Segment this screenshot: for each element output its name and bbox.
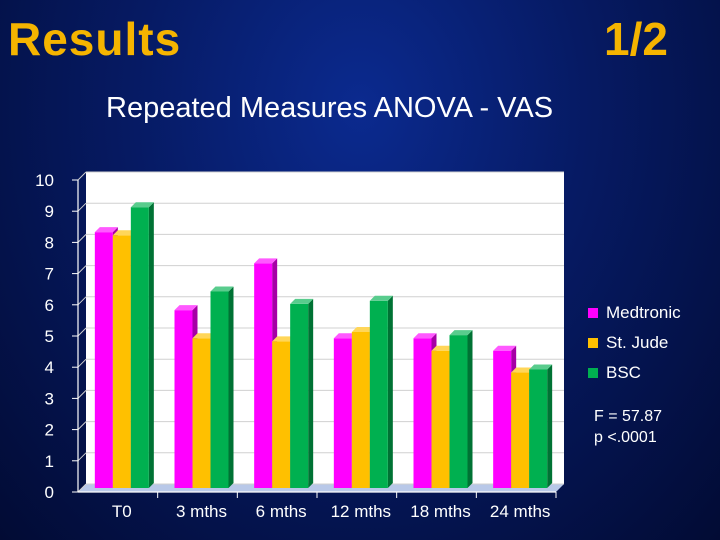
bar-top-bsc (210, 286, 234, 292)
bar-medtronic (493, 350, 512, 488)
slide-page-number: 1/2 (604, 13, 668, 65)
y-tick-label: 2 (45, 421, 54, 440)
slide-title: Results (8, 13, 182, 65)
bar-side-bsc (387, 295, 393, 488)
bar-bsc (290, 303, 309, 488)
legend-item-medtronic: Medtronic (588, 298, 681, 328)
chart-subtitle: Repeated Measures ANOVA - VAS (106, 92, 554, 124)
gridline-depth (77, 421, 87, 430)
bar-top-st-jude (272, 336, 296, 342)
bar-medtronic (333, 338, 352, 488)
f-value: F = 57.87 (594, 408, 663, 425)
legend-swatch-bsc (588, 368, 598, 378)
bar-st-jude (351, 332, 370, 488)
p-value: p <.0001 (594, 429, 657, 446)
bar-st-jude (192, 338, 211, 488)
y-tick-label: 8 (45, 233, 54, 252)
x-tick-label: T0 (112, 502, 132, 521)
gridline-depth (77, 483, 87, 493)
bar-top-medtronic (493, 345, 517, 351)
bar-side-bsc (547, 364, 553, 488)
bar-top-st-jude (192, 333, 216, 339)
gridline-depth (77, 296, 87, 306)
y-tick-label: 1 (45, 452, 54, 471)
bar-top-medtronic (254, 258, 278, 264)
bar-top-st-jude (431, 345, 455, 351)
bar-top-bsc (290, 298, 314, 304)
bar-side-bsc (228, 286, 234, 488)
bar-st-jude (272, 341, 291, 488)
gridline-depth (77, 171, 87, 181)
anova-stats: F = 57.87 p <.0001 (594, 406, 662, 448)
y-tick-label: 4 (45, 358, 54, 377)
gridline-depth (77, 202, 87, 212)
x-tick-label: 6 mths (256, 502, 307, 521)
y-tick-label: 7 (45, 265, 54, 284)
gridline-depth (77, 265, 87, 274)
gridline-depth (77, 358, 87, 368)
bar-side-bsc (308, 298, 314, 488)
legend-label-bsc: BSC (606, 363, 641, 382)
bar-medtronic (174, 310, 193, 488)
bar-st-jude (112, 235, 131, 488)
y-tick-label: 9 (45, 202, 54, 221)
bar-medtronic (413, 338, 432, 488)
bar-bsc (449, 335, 468, 488)
bar-bsc (369, 300, 388, 488)
y-tick-label: 5 (45, 327, 54, 346)
bar-st-jude (511, 372, 530, 488)
bar-top-bsc (130, 202, 154, 208)
bar-top-bsc (529, 364, 553, 370)
legend-label-st-jude: St. Jude (606, 333, 669, 352)
bar-medtronic (94, 232, 113, 488)
bar-st-jude (431, 350, 450, 488)
y-tick-label: 6 (45, 296, 54, 315)
bar-top-st-jude (351, 327, 375, 332)
bar-side-bsc (467, 330, 473, 488)
bar-side-bsc (148, 202, 154, 488)
y-tick-label: 3 (45, 389, 54, 408)
x-tick-label: 24 mths (490, 502, 550, 521)
bar-top-medtronic (413, 333, 437, 339)
x-tick-label: 3 mths (176, 502, 227, 521)
legend-item-st-jude: St. Jude (588, 328, 681, 358)
gridline-depth (77, 452, 87, 462)
bar-top-st-jude (511, 367, 535, 373)
legend-label-medtronic: Medtronic (606, 303, 681, 322)
bar-top-medtronic (333, 333, 357, 339)
bar-bsc (210, 291, 229, 488)
bar-top-bsc (369, 295, 393, 301)
bar-medtronic (254, 263, 273, 488)
y-tick-label: 10 (35, 171, 54, 190)
legend-item-bsc: BSC (588, 358, 681, 388)
y-tick-label: 0 (45, 483, 54, 502)
bar-bsc (529, 369, 548, 488)
gridline-depth (77, 327, 87, 337)
bar-bsc (130, 207, 149, 488)
legend-swatch-st-jude (588, 338, 598, 348)
bar-top-medtronic (174, 305, 198, 311)
bar-top-medtronic (94, 227, 118, 233)
bar-top-st-jude (112, 230, 136, 236)
x-tick-label: 12 mths (331, 502, 391, 521)
chart-legend: Medtronic St. Jude BSC (588, 298, 681, 388)
legend-swatch-medtronic (588, 308, 598, 318)
bar-top-bsc (449, 330, 473, 336)
x-tick-label: 18 mths (410, 502, 470, 521)
gridline-depth (77, 390, 87, 399)
gridline-depth (77, 234, 87, 243)
